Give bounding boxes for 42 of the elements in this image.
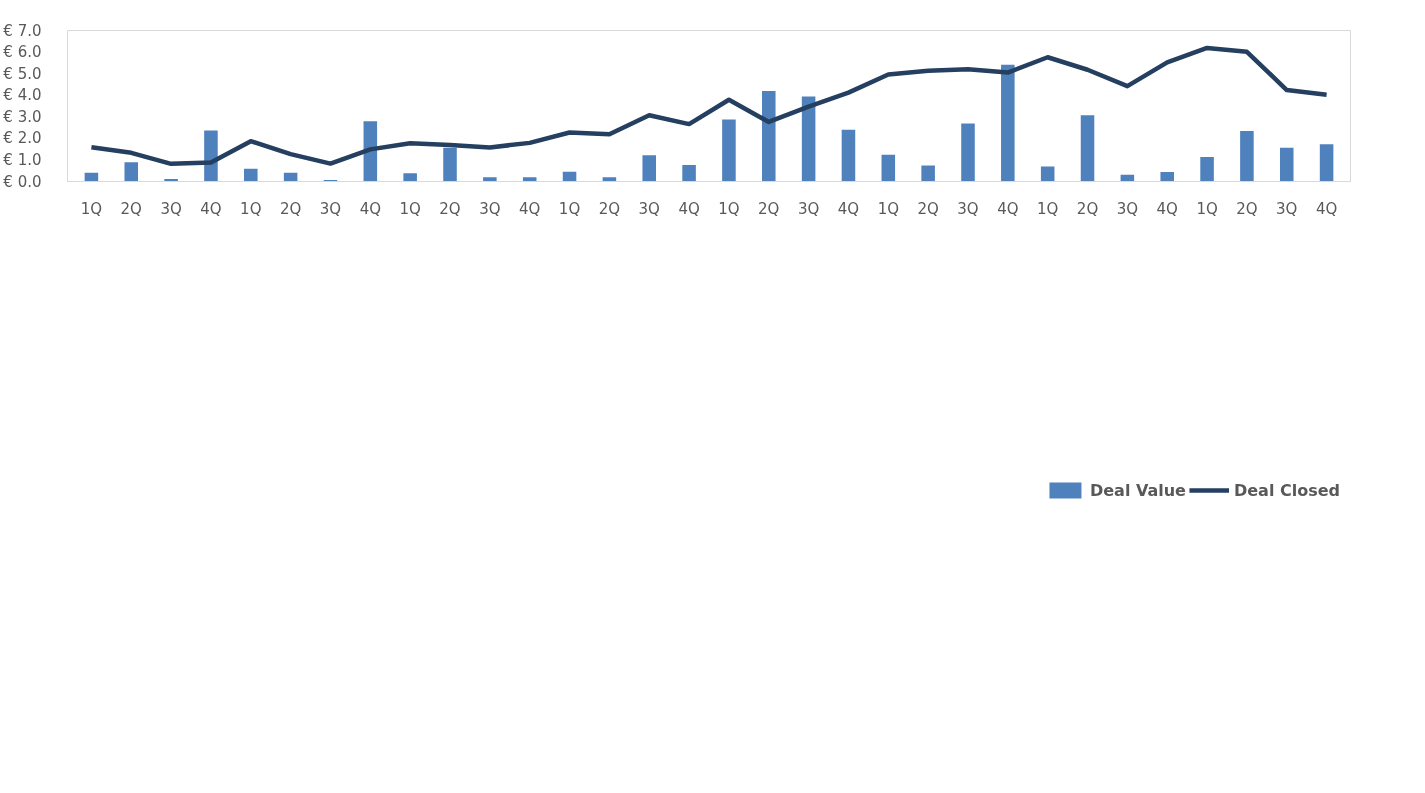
x-tick-label: 1Q [80,199,103,218]
y-tick-label: € 0.0 [3,172,42,191]
x-tick-label: 3Q [957,199,979,218]
x-tick-label: 3Q [1276,199,1298,218]
x-tick-label: 4Q [678,199,700,218]
x-tick-label: 2Q [917,199,939,218]
x-tick-label: 4Q [359,199,381,218]
x-tick-label: 2Q [439,199,461,218]
x-tick-label: 2Q [598,199,621,218]
x-tick-label: 3Q [160,199,182,218]
x-tick-label: 3Q [797,199,820,218]
x-tick-label: 4Q [997,199,1019,218]
x-tick-label: 3Q [319,199,342,218]
x-tick-label: 4Q [1315,199,1338,218]
y-tick-label: € 5.0 [3,64,42,83]
x-tick-label: 1Q [240,199,262,218]
x-tick-label: 2Q [279,199,302,218]
x-tick-label: 4Q [200,199,222,218]
x-tick-label: 3Q [1116,199,1139,218]
y-tick-label: € 2.0 [3,129,42,148]
x-tick-label: 1Q [399,199,421,218]
x-tick-label: 1Q [558,199,581,218]
x-tick-label: 4Q [519,199,541,218]
y-tick-label: € 3.0 [3,107,42,126]
x-tick-label: 3Q [638,199,660,218]
x-tick-label: 3Q [479,199,501,218]
x-tick-label: 1Q [1037,199,1059,218]
x-tick-label: 2Q [1236,199,1258,218]
y-tick-label: € 4.0 [3,86,42,105]
x-tick-label: 1Q [1196,199,1218,218]
y-tick-label: € 7.0 [3,21,42,40]
legend-label: Deal Closed [1233,480,1340,500]
x-tick-label: 1Q [718,199,740,218]
x-tick-label: 4Q [1156,199,1178,218]
y-tick-label: € 6.0 [3,43,42,62]
x-tick-label: 2Q [120,199,142,218]
y-tick-label: € 1.0 [3,150,42,169]
legend-label: Deal Value [1089,480,1186,500]
x-tick-label: 2Q [1076,199,1099,218]
x-tick-label: 4Q [837,199,860,218]
x-tick-label: 1Q [877,199,899,218]
x-tick-label: 2Q [758,199,780,218]
